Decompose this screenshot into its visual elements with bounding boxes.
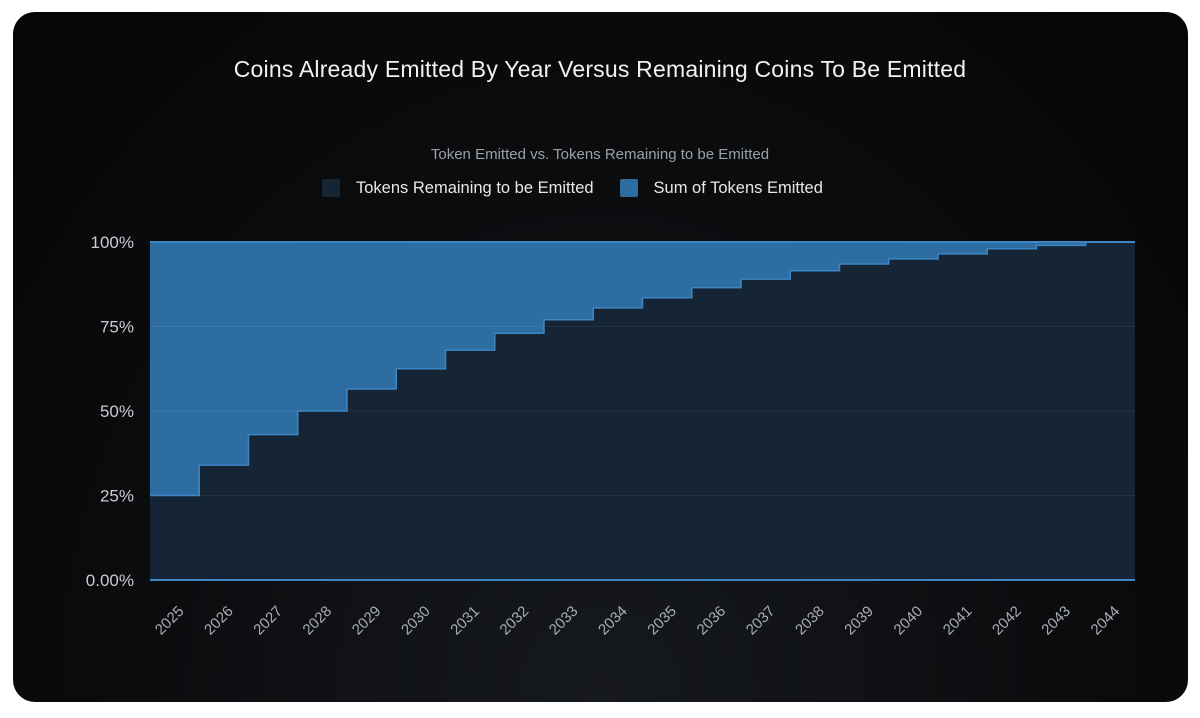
x-tick-label: 2038	[792, 603, 828, 639]
x-tick-label: 2037	[743, 603, 779, 639]
series-remaining-line	[150, 241, 1135, 497]
legend-label-emitted: Sum of Tokens Emitted	[653, 178, 823, 197]
x-tick-label: 2026	[201, 603, 237, 639]
x-tick-label: 2025	[152, 603, 188, 639]
x-tick-label: 2044	[1088, 603, 1124, 639]
x-tick-label: 2041	[940, 603, 976, 639]
y-tick-label: 75%	[100, 318, 134, 337]
chart-title: Coins Already Emitted By Year Versus Rem…	[233, 56, 967, 82]
legend-title: Token Emitted vs. Tokens Remaining to be…	[430, 146, 770, 163]
legend-swatch-emitted	[619, 179, 638, 197]
legend: Tokens Remaining to be Emitted Sum of To…	[322, 177, 823, 199]
x-tick-label: 2036	[694, 603, 730, 639]
legend-label-remaining: Tokens Remaining to be Emitted	[356, 178, 594, 197]
x-tick-label: 2034	[595, 603, 631, 639]
x-tick-label: 2042	[989, 603, 1025, 639]
x-tick-label: 2035	[644, 603, 680, 639]
legend-item-emitted[interactable]: Sum of Tokens Emitted	[619, 178, 823, 198]
x-tick-label: 2031	[447, 603, 483, 639]
x-tick-label: 2040	[891, 603, 927, 639]
y-tick-label: 50%	[100, 402, 134, 421]
x-tick-label: 2039	[841, 603, 877, 639]
series-remaining-area	[150, 242, 1135, 580]
x-tick-label: 2029	[349, 603, 385, 639]
x-tick-label: 2033	[546, 603, 582, 639]
x-tick-label: 2027	[250, 603, 286, 639]
x-tick-label: 2028	[300, 603, 336, 639]
y-tick-label: 25%	[100, 487, 134, 506]
y-tick-label: 0.00%	[86, 571, 134, 590]
x-tick-label: 2030	[398, 603, 434, 639]
legend-item-remaining[interactable]: Tokens Remaining to be Emitted	[322, 179, 594, 198]
x-tick-label: 2032	[497, 603, 533, 639]
x-tick-label: 2043	[1038, 603, 1074, 639]
legend-swatch-remaining	[322, 179, 340, 197]
y-tick-label: 100%	[91, 233, 134, 252]
